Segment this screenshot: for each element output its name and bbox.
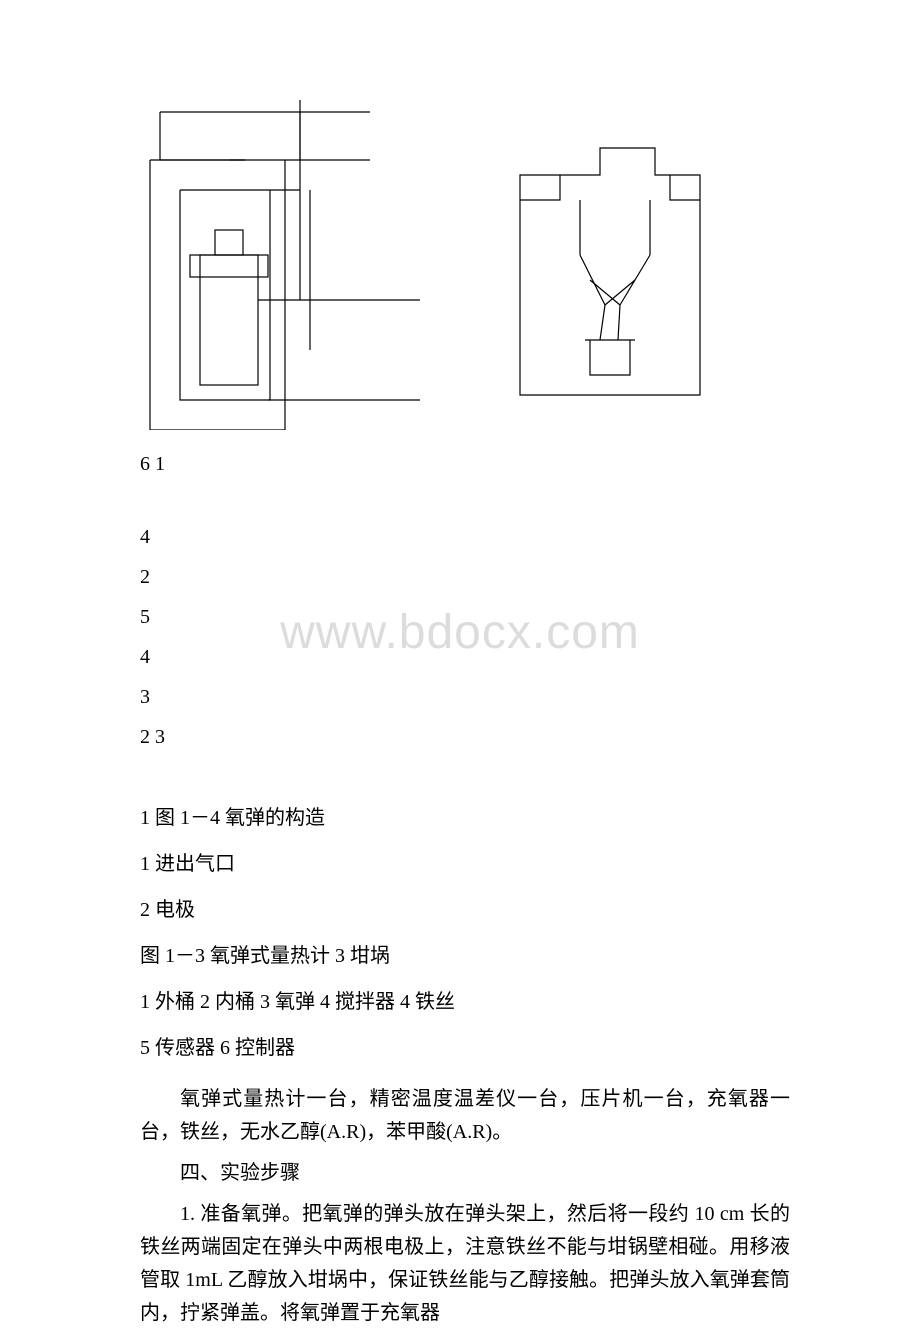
legend-line-2: 1 进出气口: [140, 847, 790, 881]
numeric-labels: 4 2 5 4 3 2 3: [140, 523, 790, 751]
num-label-4: 3: [140, 683, 790, 711]
body-p3: 1. 准备氧弹。把氧弹的弹头放在弹头架上，然后将一段约 10 cm 长的铁丝两端…: [140, 1198, 790, 1330]
num-label-0: 4: [140, 523, 790, 551]
calorimeter-diagram: [140, 100, 470, 430]
body-p1: 氧弹式量热计一台，精密温度温差仪一台，压片机一台，充氧器一台，铁丝，无水乙醇(A…: [140, 1083, 790, 1149]
legend-line-6: 5 传感器 6 控制器: [140, 1031, 790, 1065]
oxygen-bomb-diagram: [500, 145, 730, 405]
num-label-5: 2 3: [140, 723, 790, 751]
label-6-1: 6 1: [140, 450, 790, 478]
body-p2: 四、实验步骤: [140, 1157, 790, 1190]
num-label-2: 5: [140, 603, 790, 631]
diagrams-row: [140, 100, 790, 430]
legend-line-4: 图 1－3 氧弹式量热计 3 坩埚: [140, 939, 790, 973]
legend-line-1: 1 图 1－4 氧弹的构造: [140, 801, 790, 835]
num-label-3: 4: [140, 643, 790, 671]
legend-line-3: 2 电极: [140, 893, 790, 927]
legend-line-5: 1 外桶 2 内桶 3 氧弹 4 搅拌器 4 铁丝: [140, 985, 790, 1019]
num-label-1: 2: [140, 563, 790, 591]
legend-text: 1 图 1－4 氧弹的构造 1 进出气口 2 电极 图 1－3 氧弹式量热计 3…: [140, 801, 790, 1065]
